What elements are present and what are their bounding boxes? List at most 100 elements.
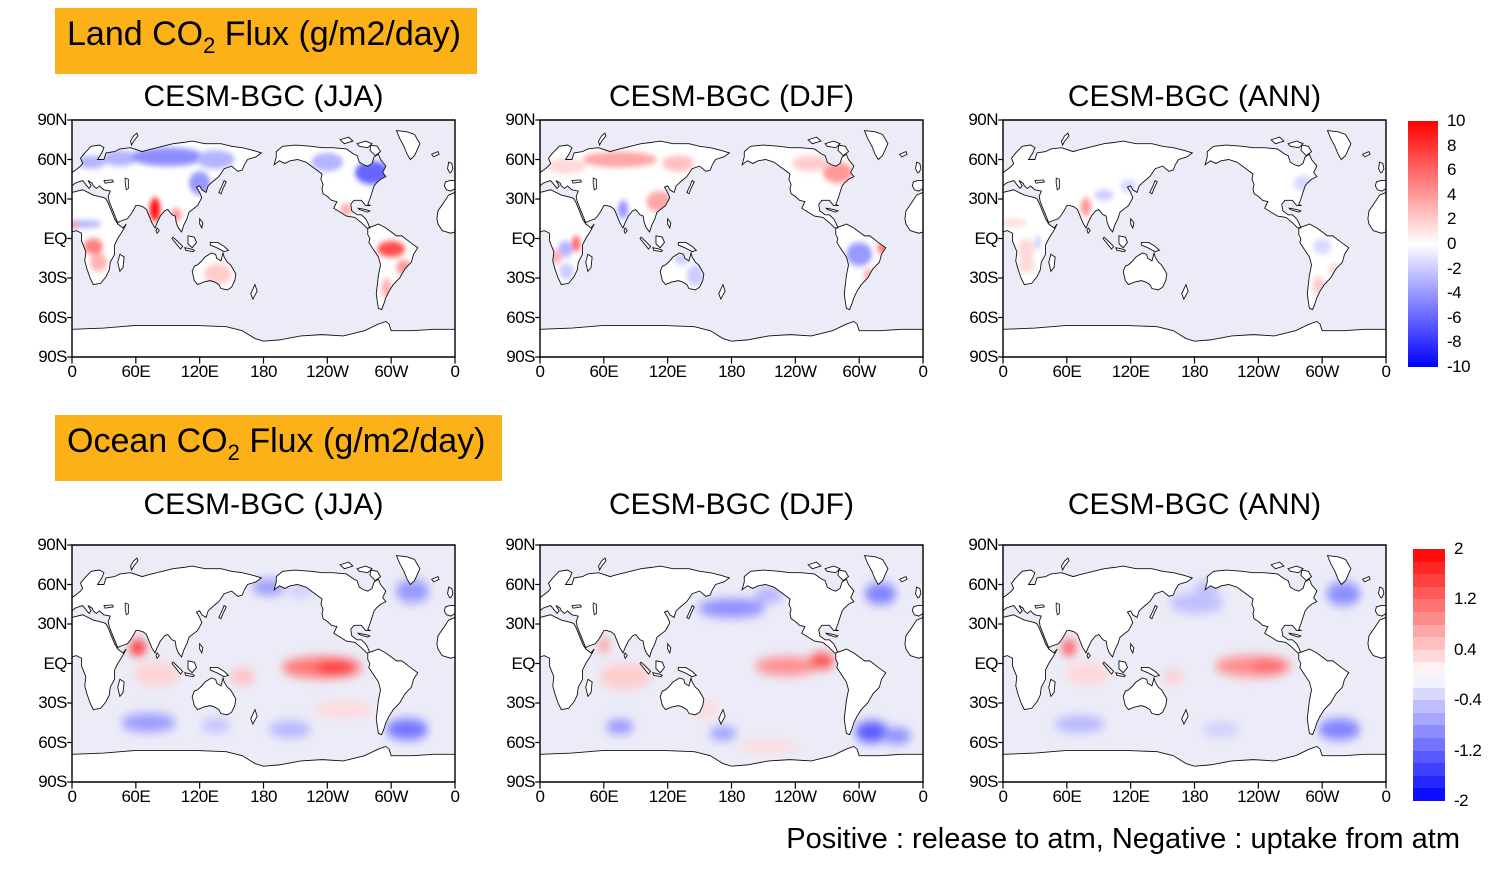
land-banner-text-2: Flux (g/m2/day) — [215, 15, 461, 53]
y-tick-label: 60S — [969, 732, 998, 752]
land-colorbar-label: 10 — [1447, 111, 1465, 130]
y-tick-label: 60N — [505, 574, 535, 594]
y-tick-label: EQ — [43, 228, 67, 248]
ocean-banner-text: Ocean CO — [67, 422, 228, 460]
y-tick-label: 90S — [969, 772, 998, 791]
y-tick-label: 60S — [506, 732, 535, 752]
x-tick-label: 120E — [648, 362, 687, 381]
x-tick-label: 120W — [774, 787, 817, 806]
x-tick-label: 0 — [918, 362, 928, 381]
colorbar-step — [1413, 674, 1445, 688]
ocean-panel-jja: CESM-BGC (JJA) 90N 60N 30N EQ 30S 60S 90S 0 60E 12… — [27, 488, 460, 810]
x-tick-label: 120E — [1111, 787, 1150, 806]
x-tick-label: 0 — [535, 362, 545, 381]
y-tick-label: EQ — [511, 653, 535, 673]
y-tick-label: 60N — [505, 149, 535, 169]
land-map-ann — [1003, 120, 1386, 357]
x-tick-label: 120W — [306, 787, 349, 806]
x-tick-label: 180 — [250, 362, 277, 381]
land-colorbar-label: -8 — [1447, 332, 1462, 352]
x-tick-label: 180 — [1181, 362, 1208, 381]
ocean-mapwrap-jja — [72, 545, 455, 782]
y-tick-label: 30N — [968, 614, 998, 633]
land-colorbar-label: -6 — [1447, 307, 1462, 327]
y-tick-label: 30S — [969, 693, 998, 712]
land-mapwrap-ann — [1003, 120, 1386, 357]
y-tick-label: 60S — [506, 307, 535, 327]
colorbar-step — [1413, 662, 1445, 675]
land-colorbar-label: -2 — [1447, 258, 1462, 278]
x-tick-label: 60E — [589, 787, 619, 806]
land-panel-djf-title: CESM-BGC (DJF) — [609, 80, 854, 113]
land-colorbar-label: 4 — [1447, 184, 1456, 204]
land-colorbar: 10 8 6 4 2 0 -2 -4 -6 -8 -10 — [1408, 112, 1500, 387]
y-tick-label: 60N — [968, 574, 998, 594]
land-panel-ann-title: CESM-BGC (ANN) — [1067, 80, 1322, 113]
land-colorbar-gradient — [1408, 121, 1438, 367]
colorbar-step — [1413, 599, 1445, 612]
land-panel-jja: CESM-BGC (JJA) 90N 60N 30N EQ 30S 60S 90S 0 60E 12… — [27, 80, 460, 385]
ocean-colorbar-label: -1.2 — [1454, 740, 1482, 760]
y-tick-label: 90N — [968, 110, 998, 129]
x-tick-label: 60E — [1052, 787, 1082, 806]
x-tick-label: 60E — [121, 362, 151, 381]
x-tick-label: 0 — [998, 362, 1008, 381]
land-colorbar-label: 6 — [1447, 160, 1456, 180]
x-tick-label: 60W — [842, 787, 876, 806]
ocean-title-banner: Ocean CO2 Flux (g/m2/day) — [55, 415, 502, 481]
y-tick-label: 30N — [505, 614, 535, 633]
ocean-colorbar-gradient — [1413, 549, 1445, 801]
x-tick-label: 60W — [374, 787, 408, 806]
ocean-banner-text-2: Flux (g/m2/day) — [239, 422, 486, 460]
x-tick-label: 0 — [1381, 362, 1391, 381]
ocean-banner-subscript: 2 — [227, 439, 240, 465]
y-tick-label: 30N — [37, 189, 67, 208]
colorbar-step — [1413, 750, 1445, 764]
x-tick-label: 60E — [121, 787, 151, 806]
land-map-djf — [540, 120, 923, 357]
land-colorbar-label: 0 — [1447, 234, 1456, 253]
colorbar-step — [1413, 687, 1445, 701]
ocean-map-ann — [1003, 545, 1386, 782]
colorbar-step — [1413, 624, 1445, 638]
colorbar-step — [1413, 763, 1445, 776]
x-tick-label: 0 — [918, 787, 928, 806]
land-panel-djf: CESM-BGC (DJF) 90N 60N 30N EQ 30S 60S 90S 0 60E 12… — [495, 80, 928, 385]
x-tick-label: 0 — [67, 362, 77, 381]
ocean-colorbar-label: 2 — [1454, 539, 1463, 558]
land-mapwrap-jja — [72, 120, 455, 357]
colorbar-step — [1413, 561, 1445, 575]
y-tick-label: 60S — [38, 732, 67, 752]
x-tick-label: 0 — [450, 787, 460, 806]
x-tick-label: 120E — [1111, 362, 1150, 381]
y-tick-label: 60S — [38, 307, 67, 327]
y-tick-label: 30N — [968, 189, 998, 208]
land-colorbar-label: 8 — [1447, 135, 1456, 155]
ocean-colorbar-label: 0.4 — [1454, 639, 1477, 659]
x-tick-label: 120W — [306, 362, 349, 381]
y-tick-label: 90N — [968, 535, 998, 554]
ocean-mapwrap-djf — [540, 545, 923, 782]
y-tick-label: 30S — [506, 268, 535, 287]
x-tick-label: 0 — [450, 362, 460, 381]
land-mapwrap-djf — [540, 120, 923, 357]
ocean-panel-jja-title: CESM-BGC (JJA) — [143, 488, 384, 521]
y-tick-label: 60S — [969, 307, 998, 327]
colorbar-step — [1413, 549, 1445, 562]
x-tick-label: 180 — [718, 362, 745, 381]
colorbar-step — [1413, 611, 1445, 625]
colorbar-step — [1413, 574, 1445, 587]
ocean-colorbar: 2 1.2 0.4 -0.4 -1.2 -2 — [1413, 540, 1500, 821]
y-tick-label: 90S — [38, 347, 67, 366]
ocean-map-jja — [72, 545, 455, 782]
ocean-colorbar-label: -0.4 — [1454, 690, 1482, 710]
ocean-colorbar-label: 1.2 — [1454, 589, 1477, 609]
x-tick-label: 120W — [1237, 787, 1280, 806]
y-tick-label: EQ — [43, 653, 67, 673]
land-title-banner: Land CO2 Flux (g/m2/day) — [55, 8, 477, 74]
colorbar-step — [1413, 649, 1445, 663]
ocean-panel-djf-title: CESM-BGC (DJF) — [609, 488, 854, 521]
ocean-panel-ann-title: CESM-BGC (ANN) — [1067, 488, 1322, 521]
land-panel-jja-title: CESM-BGC (JJA) — [143, 80, 384, 113]
x-tick-label: 60W — [1305, 362, 1339, 381]
